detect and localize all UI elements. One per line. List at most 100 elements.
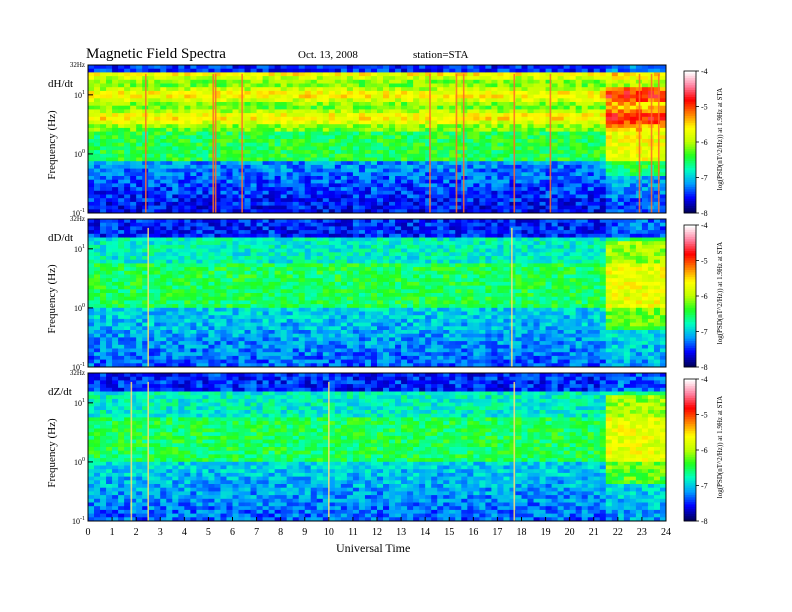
heatmap-cell [232,72,239,77]
heatmap-cell [401,109,408,114]
heatmap-cell [383,76,390,81]
heatmap-cell [623,198,631,203]
heatmap-cell [310,124,318,129]
heatmap-cell [623,209,631,214]
heatmap-cell [136,68,143,73]
colorbar-segment [684,149,696,152]
heatmap-cell [599,194,607,199]
heatmap-cell [88,65,95,70]
heatmap-cell [587,94,595,99]
heatmap-cell [479,90,486,95]
heatmap-cell [226,142,233,147]
heatmap-cell [443,113,450,118]
heatmap-cell [142,263,149,268]
heatmap-cell [226,79,233,84]
heatmap-cell [304,113,312,118]
heatmap-cell [551,68,559,73]
colorbar-segment [684,163,696,167]
heatmap-cell [172,285,179,290]
heatmap-cell [533,198,540,203]
heatmap-cell [328,90,336,95]
heatmap-cell [425,201,432,206]
heatmap-cell [497,194,504,199]
heatmap-cell [364,187,372,192]
heatmap-cell [545,94,552,99]
heatmap-cell [118,116,125,121]
heatmap-cell [244,142,251,147]
heatmap-cell [617,131,625,136]
heatmap-cell [497,79,504,84]
heatmap-cell [443,161,450,166]
heatmap-cell [485,76,492,81]
heatmap-cell [184,315,191,320]
heatmap-cell [88,179,95,184]
heatmap-cell [190,226,197,231]
heatmap-cell [611,98,619,103]
heatmap-cell [419,183,426,188]
heatmap-cell [94,285,101,290]
heatmap-cell [166,183,173,188]
heatmap-cell [298,157,306,162]
heatmap-cell [467,87,474,92]
heatmap-cell [370,109,378,114]
heatmap-cell [124,201,131,206]
colorbar-segment [684,115,696,119]
heatmap-cell [467,205,474,210]
heatmap-cell [581,176,589,181]
heatmap-cell [202,98,209,103]
heatmap-cell [389,131,396,136]
heatmap-cell [310,161,318,166]
heatmap-cell [232,164,239,169]
heatmap-cell [184,278,191,283]
heatmap-cell [364,102,372,107]
heatmap-cell [100,363,107,368]
heatmap-cell [280,109,288,114]
heatmap-cell [431,157,438,162]
heatmap-cell [88,124,95,129]
heatmap-cell [94,296,101,301]
heatmap-cell [473,150,480,155]
heatmap-cell [160,267,167,272]
heatmap-cell [268,116,276,121]
heatmap-cell [220,289,227,294]
heatmap-cell [226,187,233,192]
heatmap-cell [100,219,107,224]
heatmap-cell [208,348,215,353]
heatmap-cell [497,120,504,125]
heatmap-cell [557,135,565,140]
heatmap-cell [328,201,336,206]
heatmap-cell [370,131,378,136]
heatmap-cell [617,150,625,155]
heatmap-cell [268,153,276,158]
heatmap-cell [599,172,607,177]
heatmap-cell [659,187,667,192]
heatmap-cell [136,161,143,166]
heatmap-cell [292,124,300,129]
heatmap-cell [100,263,107,268]
heatmap-cell [437,209,444,214]
heatmap-cell [473,194,480,199]
heatmap-cell [262,83,270,88]
heatmap-cell [653,116,661,121]
heatmap-cell [196,124,203,129]
heatmap-cell [437,190,444,195]
heatmap-cell [148,194,155,199]
heatmap-cell [641,109,649,114]
heatmap-cell [617,76,625,81]
heatmap-cell [136,105,143,110]
heatmap-cell [202,150,209,155]
heatmap-cell [226,256,233,261]
heatmap-cell [184,201,191,206]
heatmap-cell [130,285,137,290]
heatmap-cell [208,116,215,121]
heatmap-cell [539,187,546,192]
heatmap-cell [340,161,348,166]
heatmap-cell [250,131,257,136]
heatmap-cell [533,83,540,88]
heatmap-cell [286,172,294,177]
heatmap-cell [286,113,294,118]
heatmap-cell [364,209,372,214]
heatmap-cell [437,87,444,92]
heatmap-cell [214,318,221,323]
heatmap-cell [208,341,215,346]
